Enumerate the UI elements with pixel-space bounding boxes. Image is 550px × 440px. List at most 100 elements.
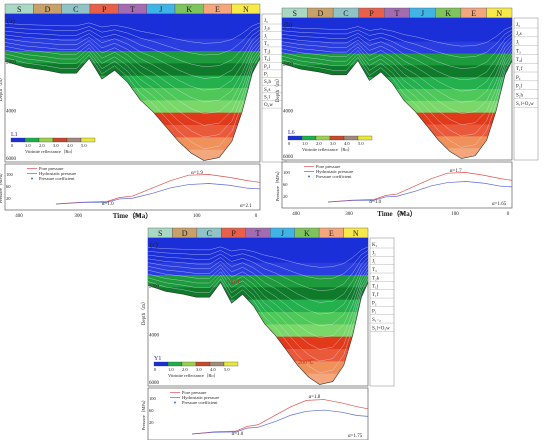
alpha-start-label: α=1.0 bbox=[232, 432, 244, 437]
panel-Y1: S D C P T J K E N (c) Depth（m） 2000 4000 6000 100℃ 200℃… bbox=[141, 227, 395, 440]
formation-label: J₃ bbox=[264, 19, 268, 24]
pressure-legend-text: Hydrostatic pressure bbox=[39, 171, 76, 176]
maturity-band bbox=[148, 250, 368, 264]
formation-line bbox=[5, 43, 260, 114]
basin-bottom bbox=[281, 60, 513, 159]
vr-legend-tick: 2.0 bbox=[316, 141, 322, 146]
depth-tick: 6000 bbox=[6, 157, 17, 162]
vr-legend-tick: 1.0 bbox=[25, 143, 31, 148]
pore-pressure-curve bbox=[327, 172, 513, 203]
formation-line bbox=[148, 278, 368, 374]
pressure-legend-text: Pressure coefficient bbox=[182, 400, 218, 405]
formation-line bbox=[5, 22, 260, 44]
isotherm-label: 100℃ bbox=[226, 280, 242, 286]
formation-label: T₁f bbox=[516, 67, 523, 72]
pressure-legend-marker bbox=[31, 177, 33, 180]
pressure-tick: 20 bbox=[283, 194, 288, 199]
hydrostatic-curve bbox=[55, 183, 261, 205]
formation-line bbox=[5, 26, 260, 56]
period-label: N bbox=[353, 229, 359, 238]
period-label: N bbox=[243, 5, 249, 14]
formation-line bbox=[5, 29, 260, 67]
formation-label: S₁l+O₃w bbox=[516, 102, 534, 107]
formation-label: J₂s bbox=[264, 27, 270, 32]
time-tick: 0 bbox=[507, 212, 510, 217]
formation-label: T₃ bbox=[264, 42, 269, 47]
formation-label: S₂h bbox=[516, 93, 524, 98]
formation-label: S₁₋₂ bbox=[372, 318, 381, 323]
depth-axis-label: Depth（m） bbox=[0, 75, 4, 101]
vr-legend-tick: 0 bbox=[154, 367, 157, 372]
vr-legend-title: Vitrinite reflectance（Ro） bbox=[25, 149, 75, 154]
vr-legend-swatch bbox=[329, 135, 345, 141]
well-name: L6 bbox=[288, 130, 295, 136]
pressure-tick: 60 bbox=[283, 182, 288, 187]
formation-label: T₂k bbox=[372, 276, 380, 281]
period-label: T bbox=[395, 9, 400, 18]
formation-label: T₂j bbox=[516, 58, 522, 63]
formation-label: T₃ bbox=[516, 49, 521, 54]
vr-legend-tick: 1.0 bbox=[168, 367, 174, 372]
period-label: D bbox=[182, 229, 188, 238]
pressure-legend-text: Pore pressure bbox=[182, 390, 206, 395]
formation-label: P₁ bbox=[264, 73, 269, 78]
time-tick: 300 bbox=[75, 214, 83, 219]
vr-legend-swatch bbox=[38, 137, 54, 143]
period-label: D bbox=[317, 9, 323, 18]
formation-line bbox=[5, 36, 260, 91]
alpha-peak-label: α=1.7 bbox=[450, 169, 462, 174]
well-name: L1 bbox=[11, 132, 18, 138]
pressure-tick: 20 bbox=[149, 420, 154, 425]
depth-tick: 4000 bbox=[6, 110, 17, 115]
period-label: P bbox=[231, 229, 236, 238]
depth-tick: 4000 bbox=[283, 110, 294, 115]
pressure-tick: 20 bbox=[6, 196, 11, 201]
period-label: S bbox=[293, 9, 297, 18]
hydrostatic-curve bbox=[327, 181, 513, 203]
formation-line bbox=[282, 50, 512, 126]
formation-line bbox=[148, 267, 368, 338]
vr-legend-swatch bbox=[195, 361, 211, 367]
maturity-band bbox=[5, 14, 260, 28]
formation-label: S₂h bbox=[264, 80, 272, 85]
period-label: K bbox=[445, 9, 451, 18]
vr-legend-tick: 5.0 bbox=[224, 367, 230, 372]
formation-line bbox=[5, 50, 260, 138]
vr-legend-swatch bbox=[10, 137, 26, 143]
period-label: P bbox=[102, 5, 107, 14]
period-label: J bbox=[159, 5, 162, 14]
vr-legend-tick: 0 bbox=[288, 141, 291, 146]
time-tick: 400 bbox=[15, 214, 23, 219]
alpha-end-label: α=2.1 bbox=[240, 204, 252, 209]
formation-line bbox=[148, 264, 368, 327]
formation-line bbox=[282, 36, 512, 81]
formation-label: P₂ bbox=[372, 301, 377, 306]
formation-line bbox=[148, 274, 368, 362]
time-tick: 200 bbox=[134, 214, 142, 219]
maturity-band bbox=[148, 262, 368, 276]
depth-tick: 2000 bbox=[149, 284, 160, 289]
pressure-legend-marker bbox=[174, 401, 176, 404]
pressure-frame bbox=[147, 387, 369, 440]
period-label: C bbox=[343, 9, 348, 18]
formation-line bbox=[148, 260, 368, 315]
pressure-tick: 100 bbox=[149, 396, 157, 401]
vr-legend-tick: 0 bbox=[11, 143, 14, 148]
pressure-legend-text: Pore pressure bbox=[316, 164, 340, 169]
maturity-band bbox=[282, 18, 512, 31]
pressure-tick: 60 bbox=[6, 184, 11, 189]
pressure-frame bbox=[281, 161, 513, 209]
depth-tick: 2000 bbox=[283, 62, 294, 67]
pressure-axis-label: Pressure（MPa） bbox=[0, 171, 3, 204]
pore-pressure-curve bbox=[191, 399, 369, 435]
period-label: C bbox=[73, 5, 78, 14]
vr-legend-swatch bbox=[153, 361, 169, 367]
formation-label: T₁f bbox=[372, 293, 379, 298]
formation-line bbox=[5, 47, 260, 126]
vr-legend-swatch bbox=[66, 137, 82, 143]
formation-label: P₂ bbox=[516, 76, 521, 81]
period-label: K bbox=[304, 229, 310, 238]
